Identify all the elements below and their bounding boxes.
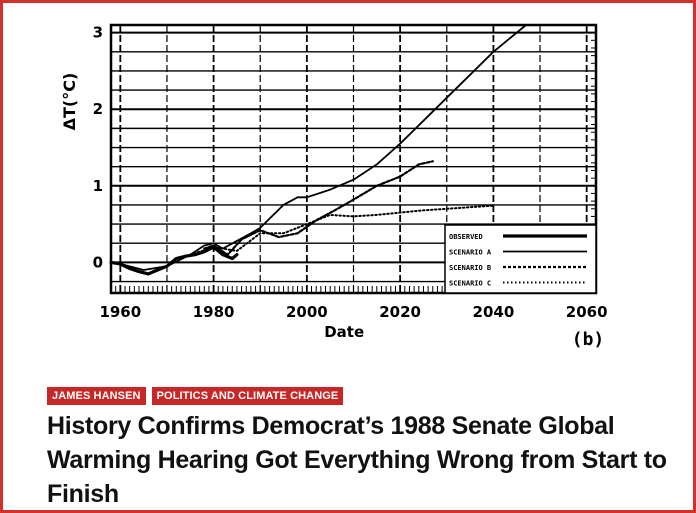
article-headline: History Confirms Democrat’s 1988 Senate … [47,409,677,511]
article-headline-link[interactable]: History Confirms Democrat’s 1988 Senate … [47,412,667,508]
y-tick-label: 2 [93,100,103,118]
y-tick-label: 0 [93,253,103,271]
article-image[interactable]: 1960 1980 2000 2020 2040 2060 0 1 2 3 Date ΔT(°C) (b… [43,15,623,360]
x-tick-label: 2060 [566,303,608,321]
x-tick-label: 2040 [473,303,515,321]
series-line-scenario-a [110,24,527,271]
legend-label: SCENARIO C [449,280,491,288]
legend-label: SCENARIO A [449,249,492,257]
legend-label: SCENARIO B [449,264,491,272]
category-tags: JAMES HANSEN POLITICS AND CLIMATE CHANGE [47,387,344,405]
x-tick-label: 2020 [379,303,421,321]
x-axis-label: Date [324,323,364,341]
temperature-projection-chart: 1960 1980 2000 2020 2040 2060 0 1 2 3 Date ΔT(°C) (b… [60,24,608,350]
y-tick-label: 3 [93,24,103,42]
series-line-observed [109,245,239,276]
panel-label: (b) [572,329,605,350]
x-tick-label: 2000 [286,303,328,321]
x-tick-label: 1960 [99,303,141,321]
legend-label: OBSERVED [449,233,483,241]
y-tick-label: 1 [93,177,103,195]
category-tag-james-hansen[interactable]: JAMES HANSEN [47,387,146,405]
category-tag-politics-climate-change[interactable]: POLITICS AND CLIMATE CHANGE [151,387,344,405]
x-tick-label: 1980 [193,303,235,321]
series-line-scenario-c [189,204,495,256]
y-axis-label: ΔT(°C) [60,73,79,131]
series-line-scenario-b [203,160,434,256]
